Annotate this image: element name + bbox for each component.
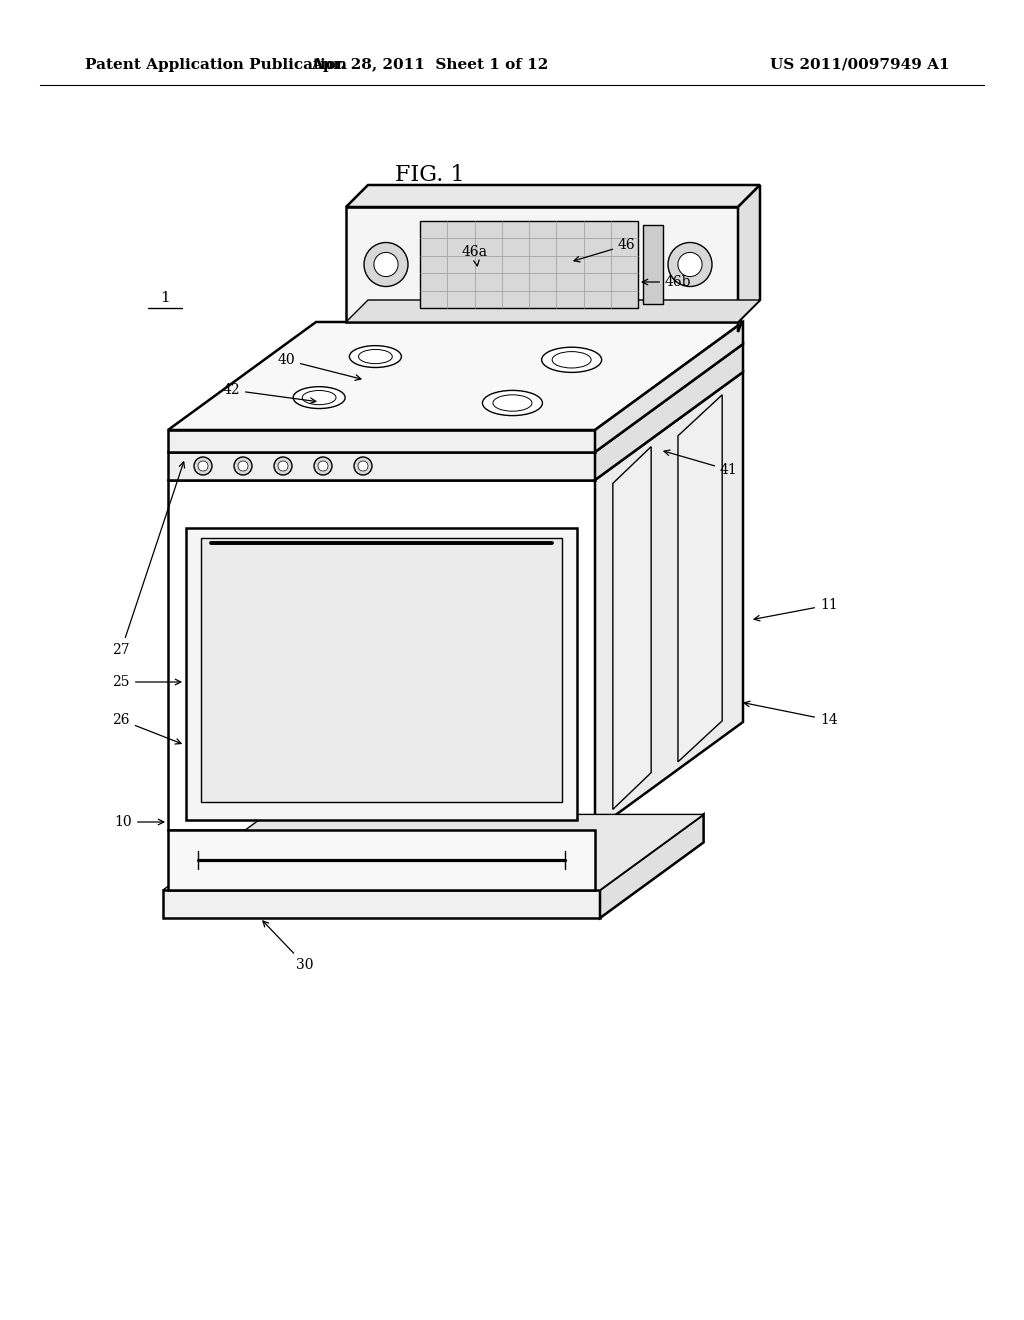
Ellipse shape (302, 391, 336, 405)
Circle shape (358, 461, 368, 471)
Polygon shape (420, 220, 638, 308)
Polygon shape (643, 224, 663, 304)
Text: 14: 14 (744, 701, 838, 727)
Polygon shape (346, 185, 760, 207)
Text: 46: 46 (574, 238, 636, 261)
Polygon shape (168, 430, 595, 451)
Circle shape (374, 252, 398, 277)
Polygon shape (595, 372, 743, 830)
Ellipse shape (493, 395, 531, 412)
Text: 40: 40 (278, 352, 360, 380)
Polygon shape (678, 395, 722, 762)
Polygon shape (595, 322, 743, 451)
Polygon shape (168, 830, 595, 890)
Text: FIG. 1: FIG. 1 (395, 164, 465, 186)
Polygon shape (163, 890, 600, 917)
Ellipse shape (552, 351, 591, 368)
Text: Apr. 28, 2011  Sheet 1 of 12: Apr. 28, 2011 Sheet 1 of 12 (311, 58, 549, 73)
Polygon shape (600, 814, 703, 917)
Circle shape (668, 243, 712, 286)
Text: 10: 10 (115, 814, 164, 829)
Text: 26: 26 (113, 713, 181, 744)
Circle shape (234, 457, 252, 475)
Polygon shape (163, 814, 703, 890)
Circle shape (278, 461, 288, 471)
Text: 11: 11 (754, 598, 838, 620)
Ellipse shape (349, 346, 401, 367)
Circle shape (274, 457, 292, 475)
Text: 25: 25 (113, 675, 181, 689)
Circle shape (318, 461, 328, 471)
Polygon shape (168, 451, 595, 480)
Text: 42: 42 (222, 383, 315, 404)
Polygon shape (346, 300, 760, 322)
Polygon shape (738, 185, 760, 322)
Text: 46b: 46b (642, 275, 691, 289)
Circle shape (354, 457, 372, 475)
Circle shape (194, 457, 212, 475)
Circle shape (364, 243, 408, 286)
Polygon shape (201, 539, 562, 803)
Polygon shape (738, 227, 741, 333)
Text: 27: 27 (113, 462, 184, 657)
Ellipse shape (482, 391, 543, 416)
Ellipse shape (293, 387, 345, 408)
Polygon shape (612, 446, 651, 809)
Text: 41: 41 (664, 450, 737, 477)
Text: 1: 1 (160, 290, 170, 305)
Polygon shape (168, 322, 743, 430)
Circle shape (314, 457, 332, 475)
Polygon shape (168, 480, 595, 830)
Text: Patent Application Publication: Patent Application Publication (85, 58, 347, 73)
Text: 30: 30 (263, 921, 313, 972)
Ellipse shape (542, 347, 602, 372)
Text: 46a: 46a (462, 246, 488, 265)
Polygon shape (346, 207, 738, 322)
Polygon shape (595, 345, 743, 480)
Circle shape (198, 461, 208, 471)
Circle shape (678, 252, 702, 277)
Text: US 2011/0097949 A1: US 2011/0097949 A1 (770, 58, 950, 73)
Circle shape (238, 461, 248, 471)
Ellipse shape (358, 350, 392, 363)
Polygon shape (186, 528, 577, 820)
